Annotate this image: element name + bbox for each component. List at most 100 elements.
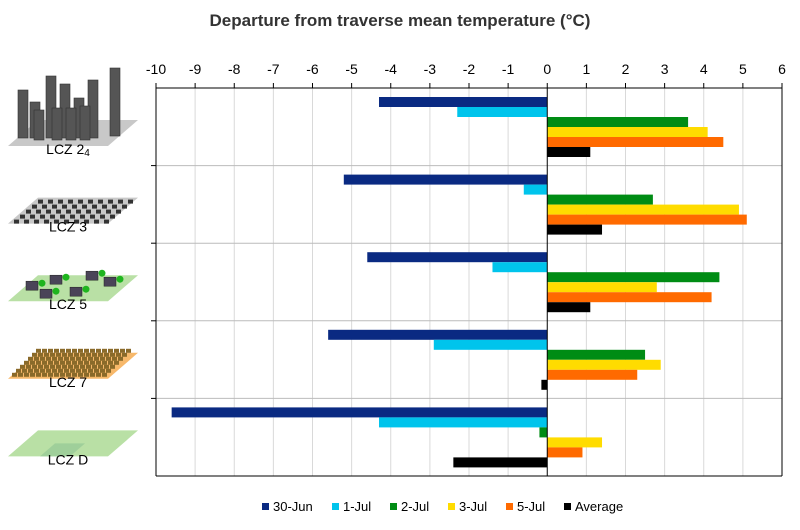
bar-30-jun-lcz-7 [328, 329, 548, 340]
building [90, 372, 95, 377]
building [128, 199, 133, 204]
building [49, 274, 63, 285]
bar-3-jul-lcz-7 [547, 359, 661, 370]
building [40, 368, 45, 373]
bar-1-jul-lcz-7 [433, 339, 548, 350]
lcz-icon-lcz-3 [8, 197, 138, 224]
lcz-icon-lcz-5 [8, 269, 138, 302]
building [54, 348, 59, 353]
building [84, 360, 89, 365]
building [60, 214, 65, 219]
building [40, 356, 45, 361]
building [52, 204, 57, 209]
building [88, 368, 93, 373]
legend-swatch [448, 503, 455, 510]
building [30, 360, 35, 365]
tree [38, 279, 46, 287]
x-tick-label: 5 [739, 61, 747, 77]
building [80, 214, 85, 219]
building [78, 348, 83, 353]
building [34, 368, 39, 373]
building [48, 199, 53, 204]
x-tick-label: -3 [424, 61, 437, 77]
building [12, 372, 17, 377]
bar-average-lcz-3 [547, 224, 603, 235]
building [102, 348, 107, 353]
building [116, 209, 121, 214]
bar-average-lcz-d [453, 457, 548, 468]
building [70, 368, 75, 373]
building [108, 360, 113, 365]
building [26, 364, 31, 369]
bar-3-jul-lcz-3 [547, 204, 739, 215]
bar-3-jul-lcz-5 [547, 282, 657, 293]
building [22, 368, 27, 373]
bar-30-jun-lcz-3 [343, 174, 548, 185]
category-label: LCZ 7 [49, 374, 87, 390]
building [66, 360, 71, 365]
building [32, 204, 37, 209]
building [54, 372, 59, 377]
building [54, 219, 59, 224]
building [48, 360, 53, 365]
building [92, 364, 97, 369]
building [58, 199, 63, 204]
building [66, 209, 71, 214]
building [48, 372, 53, 377]
bar-average-lcz-2 [547, 147, 591, 157]
building [76, 209, 81, 214]
building [70, 214, 75, 219]
building [84, 219, 89, 224]
building [76, 356, 81, 361]
building [50, 352, 55, 357]
x-tick-label: -6 [306, 61, 319, 77]
building [30, 372, 35, 377]
building [32, 364, 37, 369]
building [56, 364, 61, 369]
building [52, 356, 57, 361]
building [106, 356, 111, 361]
tree [52, 287, 60, 295]
x-tick-label: -9 [189, 61, 202, 77]
building [66, 372, 71, 377]
category-label: LCZ 5 [49, 296, 87, 312]
bar-2-jul-lcz-5 [547, 272, 720, 283]
bar-1-jul-lcz-5 [492, 262, 548, 273]
building [58, 356, 63, 361]
building [50, 214, 55, 219]
x-tick-label: -7 [267, 61, 280, 77]
building [42, 348, 47, 353]
bar-2-jul-lcz-2 [547, 117, 689, 127]
building [72, 372, 77, 377]
bar-5-jul-lcz-2 [547, 137, 724, 147]
building [69, 286, 83, 297]
building [16, 368, 21, 373]
building [112, 204, 117, 209]
building [28, 368, 33, 373]
building [88, 356, 93, 361]
building [102, 360, 107, 365]
building [62, 364, 67, 369]
building [78, 372, 83, 377]
category-label: LCZ 3 [49, 219, 87, 235]
building [30, 214, 35, 219]
building [24, 219, 29, 224]
building [60, 360, 65, 365]
building [62, 352, 67, 357]
bar-30-jun-lcz-2 [379, 97, 548, 107]
bar-3-jul-lcz-2 [547, 127, 708, 137]
bar-5-jul-lcz-7 [547, 369, 638, 380]
x-tick-label: -10 [146, 61, 166, 77]
bar-1-jul-lcz-2 [457, 107, 548, 117]
legend-item-5-jul: 5-Jul [506, 499, 545, 514]
legend-label: 2-Jul [401, 499, 429, 514]
building [78, 360, 83, 365]
building [48, 348, 53, 353]
building [64, 356, 69, 361]
building [103, 276, 117, 287]
building [44, 219, 49, 224]
bar-30-jun-lcz-d [171, 407, 548, 418]
building [44, 364, 49, 369]
building [109, 67, 121, 137]
